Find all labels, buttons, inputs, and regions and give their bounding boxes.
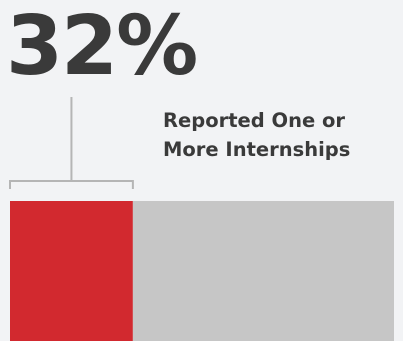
bar-segment-highlight xyxy=(10,201,133,341)
stat-label-line-2: More Internships xyxy=(163,138,351,161)
percentage-value: 32% xyxy=(6,0,198,94)
stat-label-line-1: Reported One or xyxy=(163,109,345,132)
stat-label: Reported One or More Internships xyxy=(163,106,399,164)
bar-segment-remainder xyxy=(132,201,394,341)
bracket-connector xyxy=(9,97,134,189)
